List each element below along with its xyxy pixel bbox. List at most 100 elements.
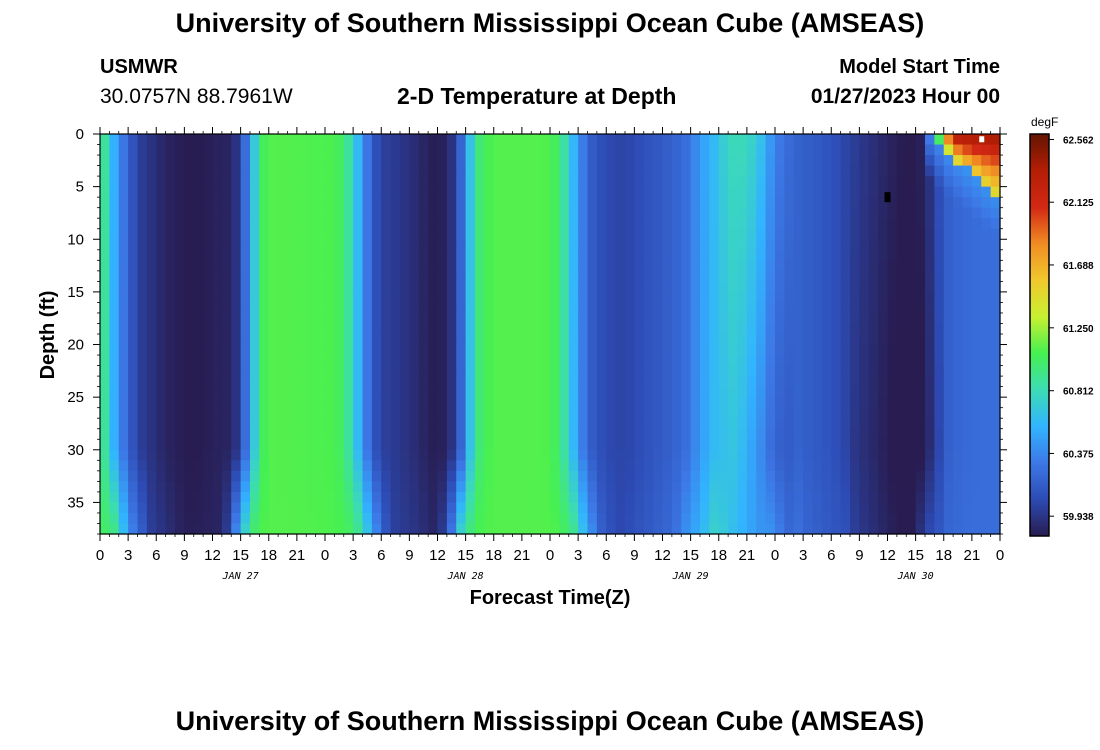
heatmap-cell: [390, 418, 401, 430]
heatmap-cell: [521, 376, 532, 388]
heatmap-cell: [146, 397, 157, 409]
heatmap-cell: [418, 260, 429, 272]
heatmap-cell: [484, 134, 495, 146]
heatmap-cell: [606, 207, 617, 219]
heatmap-cell: [428, 186, 439, 198]
heatmap-cell: [137, 228, 148, 240]
heatmap-cell: [475, 365, 485, 377]
heatmap-cell: [325, 270, 335, 282]
heatmap-cell: [906, 376, 917, 388]
heatmap-cell: [662, 176, 673, 188]
heatmap-cell: [765, 165, 776, 177]
heatmap-cell: [381, 376, 392, 388]
heatmap-cell: [409, 270, 420, 282]
heatmap-cell: [990, 449, 1001, 461]
heatmap-cell: [325, 407, 335, 419]
heatmap-cell: [859, 312, 870, 325]
heatmap-cell: [100, 481, 110, 493]
heatmap-cell: [728, 418, 739, 430]
heatmap-cell: [400, 523, 410, 535]
heatmap-cell: [868, 428, 879, 440]
heatmap-cell: [821, 291, 832, 304]
heatmap-cell: [915, 334, 926, 346]
heatmap-cell: [400, 176, 410, 188]
heatmap-cell: [662, 323, 673, 335]
heatmap-cell: [531, 512, 542, 525]
heatmap-cell: [175, 155, 185, 167]
heatmap-cell: [906, 155, 917, 167]
heatmap-cell: [240, 144, 251, 156]
heatmap-cell: [793, 228, 804, 240]
heatmap-cell: [971, 365, 982, 377]
heatmap-cell: [437, 165, 448, 177]
heatmap-cell: [681, 270, 692, 282]
heatmap-cell: [531, 397, 542, 409]
heatmap-cell: [278, 239, 289, 251]
heatmap-cell: [728, 176, 739, 188]
heatmap-cell: [128, 197, 139, 209]
heatmap-cell: [878, 291, 889, 304]
heatmap-cell: [606, 144, 617, 156]
heatmap-cell: [165, 365, 176, 377]
heatmap-cell: [146, 207, 157, 219]
heatmap-cell: [381, 355, 392, 367]
heatmap-cell: [128, 439, 139, 451]
heatmap-cell: [250, 355, 260, 367]
heatmap-cell: [925, 397, 935, 409]
heatmap-cell: [925, 291, 935, 304]
heatmap-cell: [653, 344, 664, 356]
heatmap-cell: [278, 397, 289, 409]
heatmap-cell: [690, 439, 701, 451]
heatmap-cell: [634, 397, 645, 409]
heatmap-cell: [971, 249, 982, 261]
heatmap-cell: [756, 144, 767, 156]
heatmap-cell: [343, 302, 354, 314]
heatmap-cell: [784, 281, 795, 293]
heatmap-cell: [315, 165, 326, 177]
heatmap-cell: [231, 281, 242, 293]
heatmap-cell: [540, 323, 551, 335]
heatmap-cell: [878, 334, 889, 346]
heatmap-cell: [231, 323, 242, 335]
heatmap-cell: [128, 270, 139, 282]
heatmap-cell: [287, 323, 298, 335]
heatmap-cell: [728, 334, 739, 346]
heatmap-cell: [615, 481, 626, 493]
heatmap-cell: [503, 344, 514, 356]
heatmap-cell: [906, 197, 917, 209]
heatmap-cell: [343, 249, 354, 261]
heatmap-cell: [531, 323, 542, 335]
heatmap-cell: [615, 260, 626, 272]
x-tick-label: 12: [879, 547, 896, 564]
heatmap-cell: [671, 481, 682, 493]
heatmap-cell: [484, 418, 495, 430]
heatmap-cell: [137, 176, 148, 188]
heatmap-cell: [540, 365, 551, 377]
heatmap-cell: [465, 376, 476, 388]
heatmap-cell: [831, 418, 842, 430]
heatmap-cell: [334, 376, 345, 388]
heatmap-cell: [906, 502, 917, 514]
heatmap-cell: [268, 418, 279, 430]
heatmap-cell: [915, 502, 926, 514]
heatmap-cell: [596, 144, 607, 156]
heatmap-cell: [709, 512, 720, 525]
heatmap-cell: [175, 312, 185, 325]
heatmap-cell: [334, 460, 345, 472]
heatmap-cell: [362, 407, 373, 419]
heatmap-cell: [428, 397, 439, 409]
heatmap-cell: [334, 512, 345, 525]
heatmap-cell: [981, 302, 992, 314]
heatmap-cell: [306, 249, 317, 261]
heatmap-cell: [465, 291, 476, 304]
heatmap-cell: [868, 355, 879, 367]
heatmap-cell: [212, 460, 223, 472]
x-tick-label: 18: [935, 547, 952, 564]
heatmap-cell: [568, 197, 579, 209]
heatmap-cell: [671, 270, 682, 282]
heatmap-cell: [512, 260, 523, 272]
heatmap-cell: [718, 449, 729, 461]
heatmap-cell: [240, 302, 251, 314]
heatmap-cell: [287, 291, 298, 304]
heatmap-cell: [943, 365, 954, 377]
